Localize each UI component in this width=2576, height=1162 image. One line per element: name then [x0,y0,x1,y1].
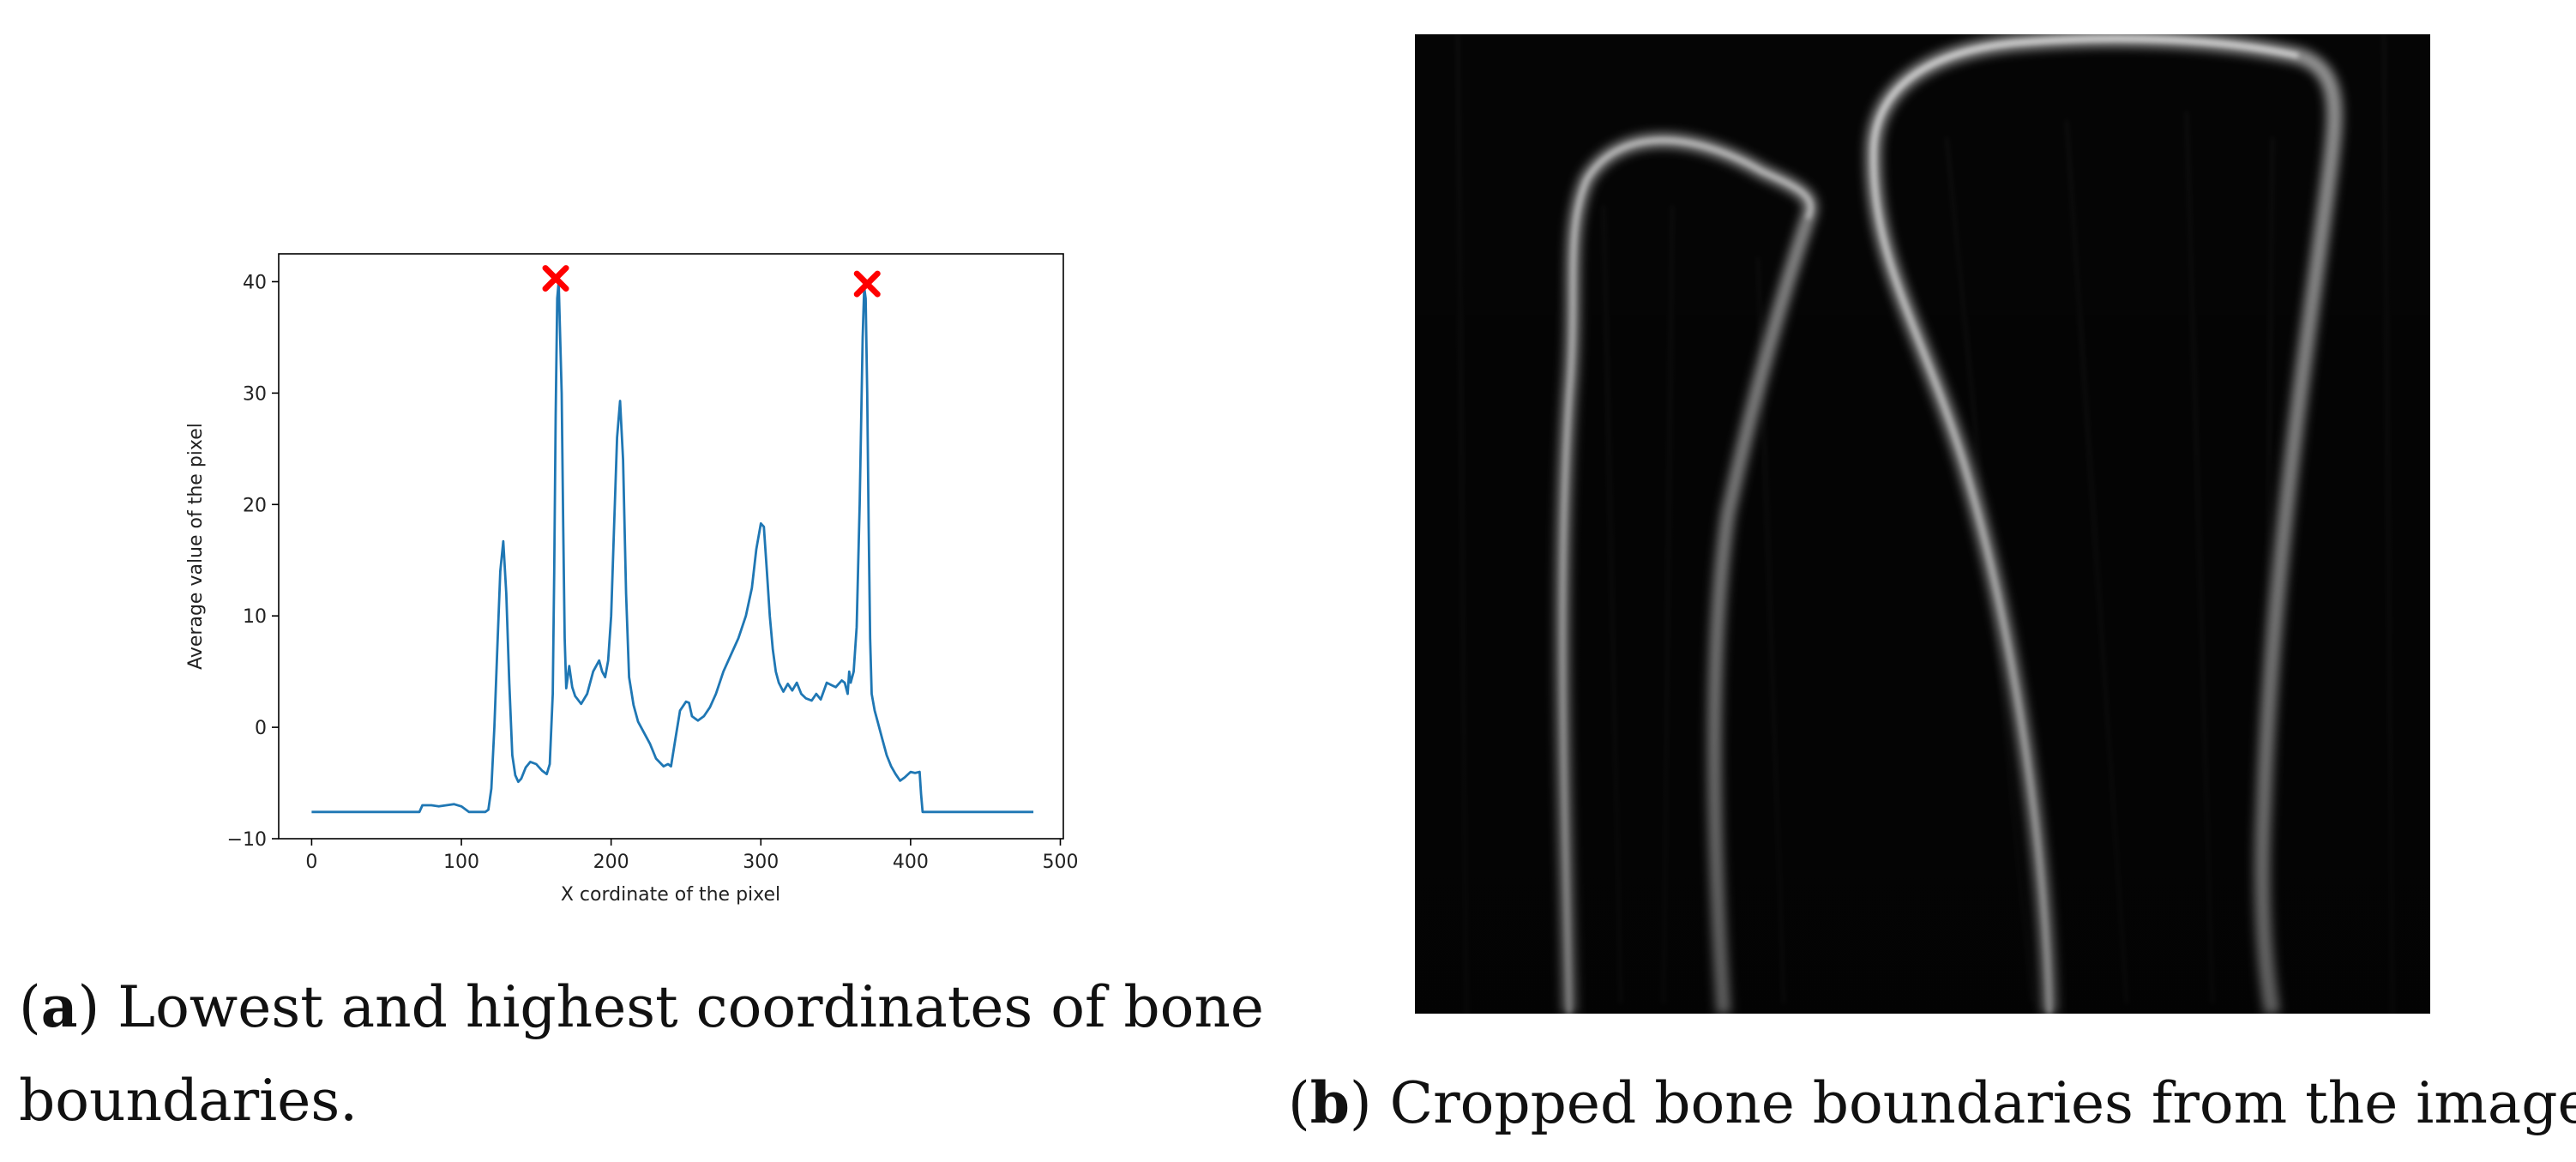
x-tick-label: 300 [743,852,779,873]
y-axis-label: Average value of the pixel [185,423,207,670]
y-tick-label: 30 [243,383,267,405]
caption-a-text: Lowest and highest coordinates of bone b… [19,974,1264,1134]
y-tick-label: 20 [243,495,267,516]
x-axis-ticks: 0 100 200 300 400 500 [305,839,1079,873]
series-line [311,280,1034,814]
cropped-bone-image [1415,34,2430,1014]
x-tick-label: 500 [1043,852,1079,873]
x-tick-label: 400 [893,852,929,873]
caption-b-label: b [1309,1069,1350,1136]
caption-b: (b) Cropped bone boundaries from the ima… [1288,1057,2576,1151]
y-tick-label: 0 [255,718,267,739]
y-tick-label: 40 [243,272,267,293]
peak-marker [853,270,881,298]
plot-frame [278,253,1064,840]
x-tick-label: 0 [305,852,317,873]
caption-a-label: a [40,973,78,1040]
peak-marker [542,265,569,292]
x-tick-label: 100 [443,852,479,873]
bone-boundary-image [1415,34,2430,1014]
caption-a: (a) Lowest and highest coordinates of bo… [19,973,1264,1134]
caption-b-text: Cropped bone boundaries from the image. [1371,1070,2576,1136]
x-tick-label: 200 [593,852,629,873]
y-tick-label: 10 [243,606,267,628]
y-tick-label: −10 [227,829,267,851]
x-axis-label: X cordinate of the pixel [561,884,780,906]
y-axis-ticks: −10 0 10 20 30 40 [227,272,279,851]
peak-markers [542,265,881,298]
